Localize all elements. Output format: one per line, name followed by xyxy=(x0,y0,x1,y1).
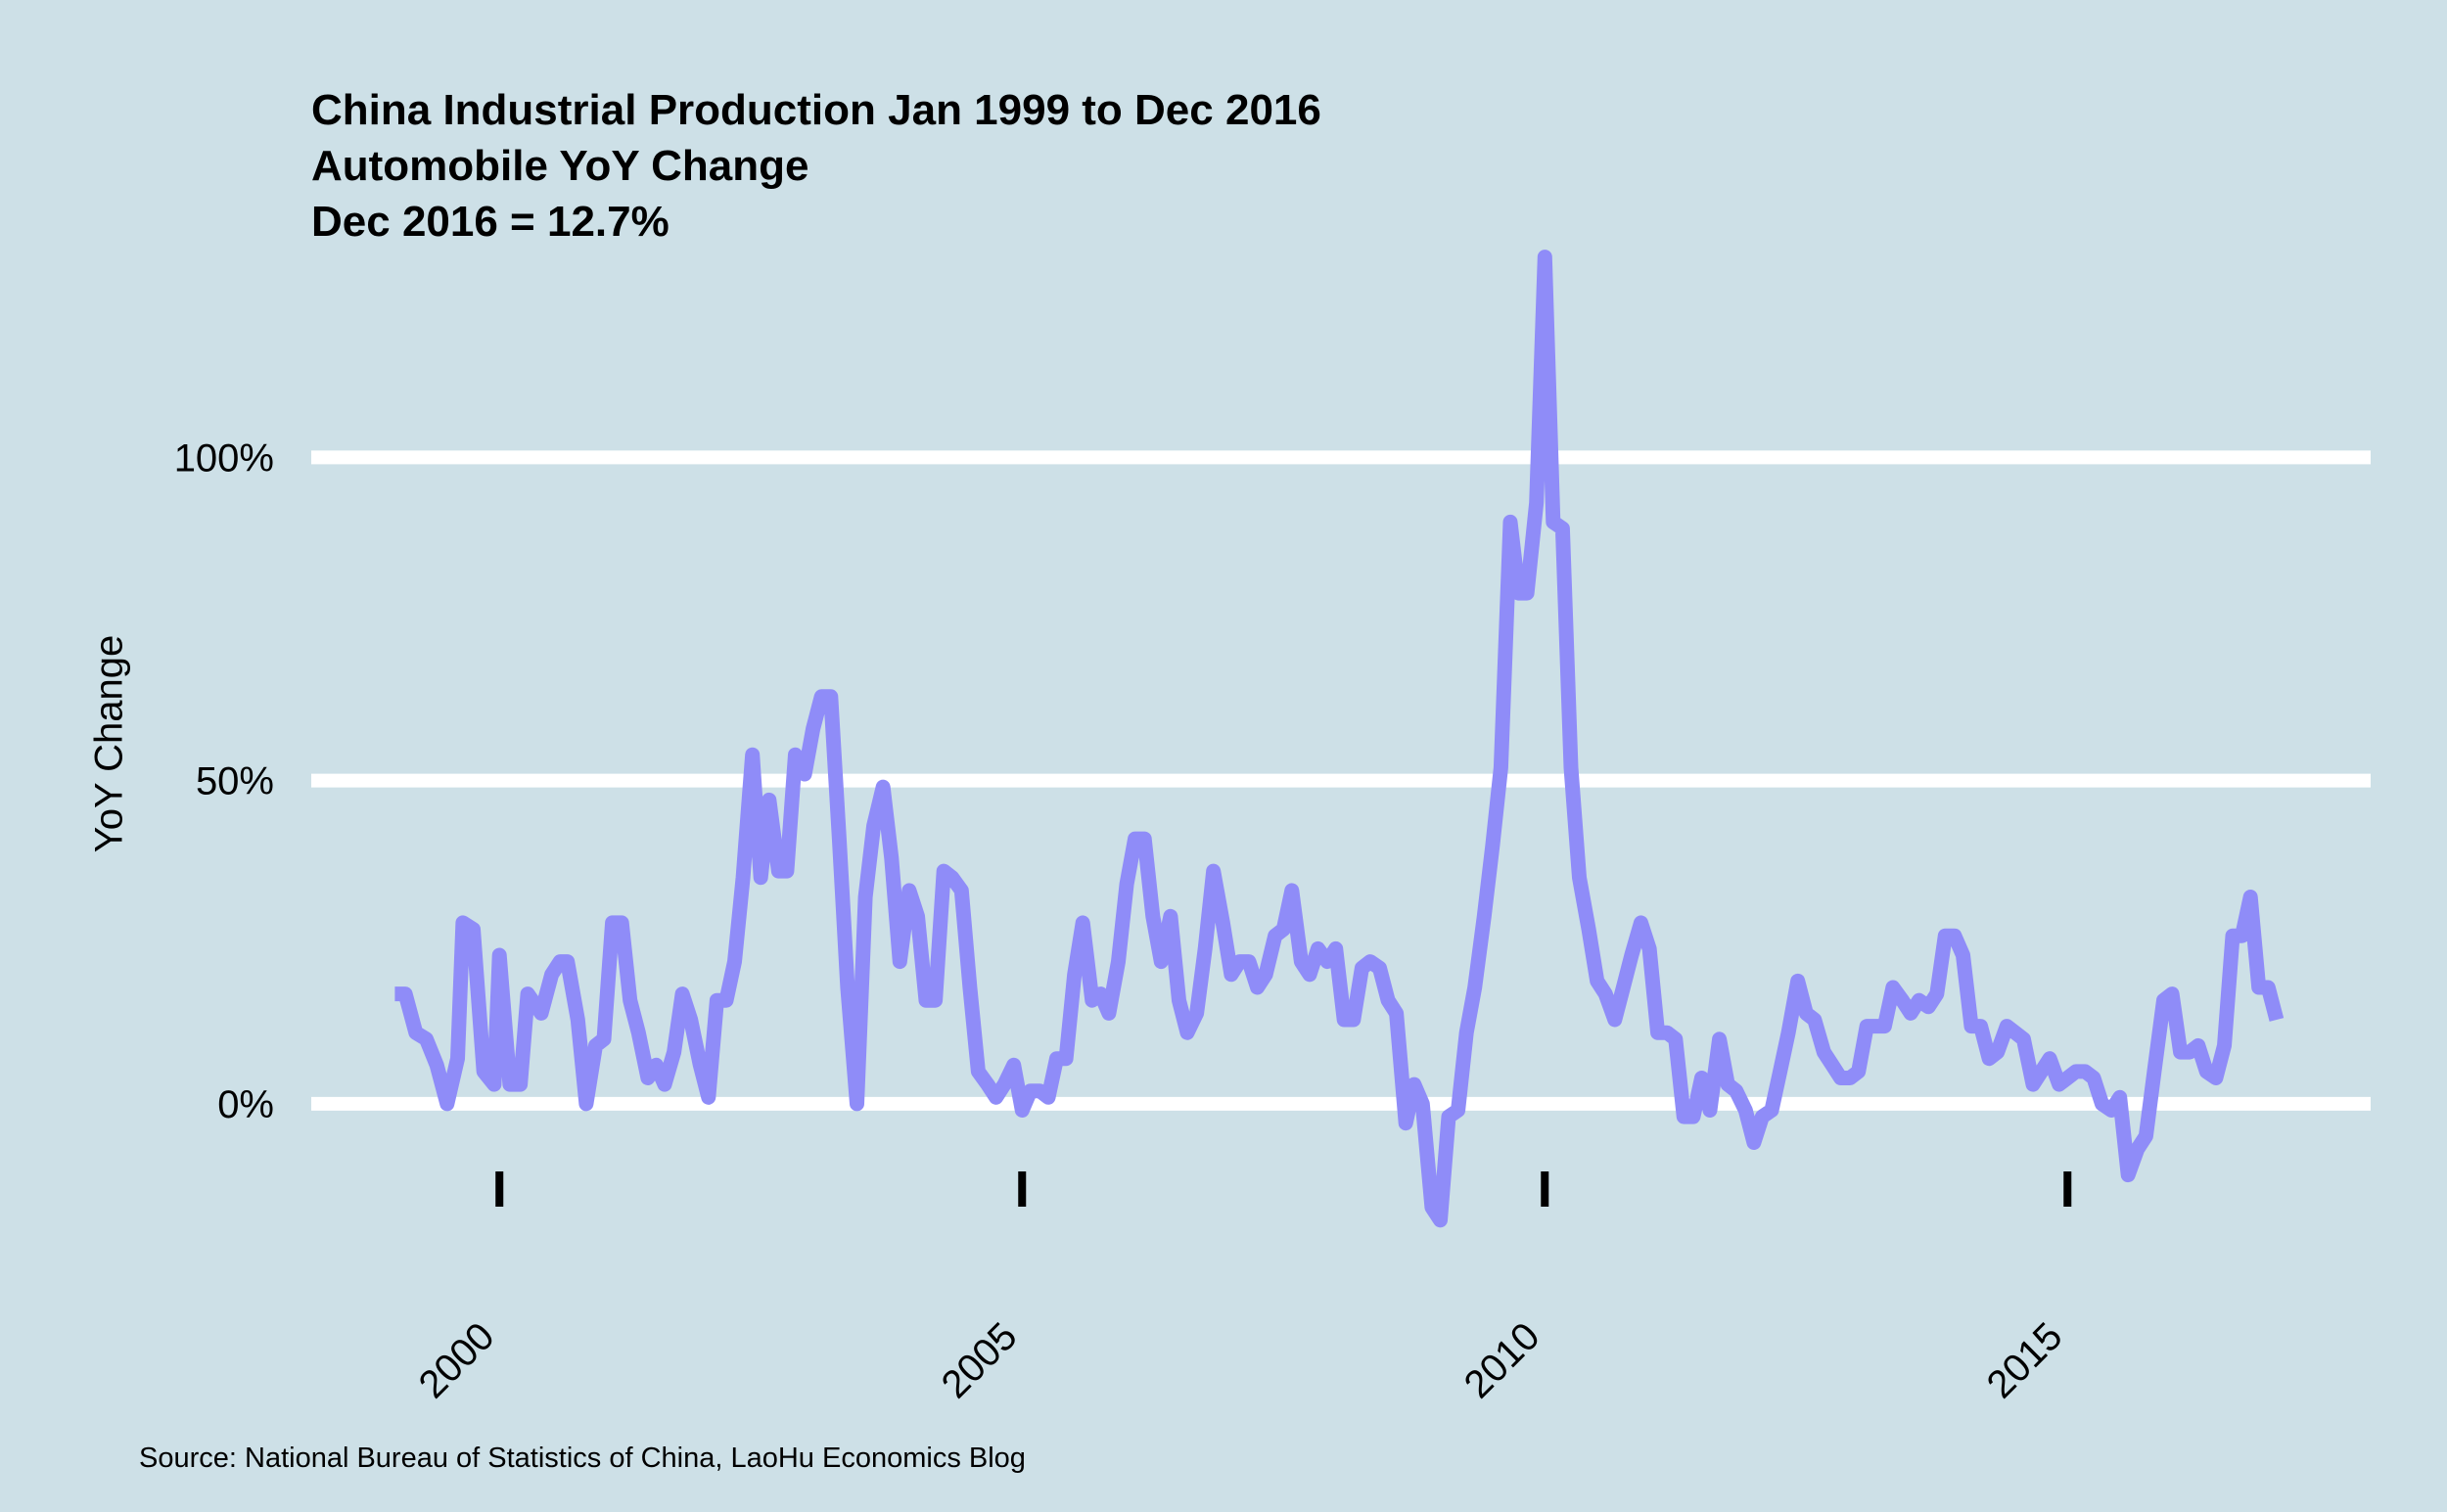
y-tick-label: 50% xyxy=(196,760,274,803)
series-group xyxy=(394,250,2285,1228)
x-tick-label: 2015 xyxy=(1979,1314,2071,1406)
gridlines xyxy=(311,450,2371,1111)
x-tick-label: 2000 xyxy=(411,1314,503,1406)
y-axis-ticks: 0% 50% 100% xyxy=(174,436,274,1126)
chart-title: China Industrial Production Jan 1999 to … xyxy=(311,82,1321,250)
x-tick-label: 2010 xyxy=(1456,1314,1548,1406)
series-line xyxy=(394,250,2285,1228)
x-tick-label: 2005 xyxy=(934,1314,1026,1406)
chart-title-line-2: Automobile YoY Change xyxy=(311,142,809,190)
x-axis-ticks: 2000 2005 2010 2015 xyxy=(411,1171,2072,1406)
source-note: Source: National Bureau of Statistics of… xyxy=(139,1443,1026,1474)
y-tick-label: 100% xyxy=(174,436,274,480)
chart-title-line-3: Dec 2016 = 12.7% xyxy=(311,198,669,246)
chart-title-line-1: China Industrial Production Jan 1999 to … xyxy=(311,86,1321,134)
y-tick-label: 0% xyxy=(217,1083,274,1126)
